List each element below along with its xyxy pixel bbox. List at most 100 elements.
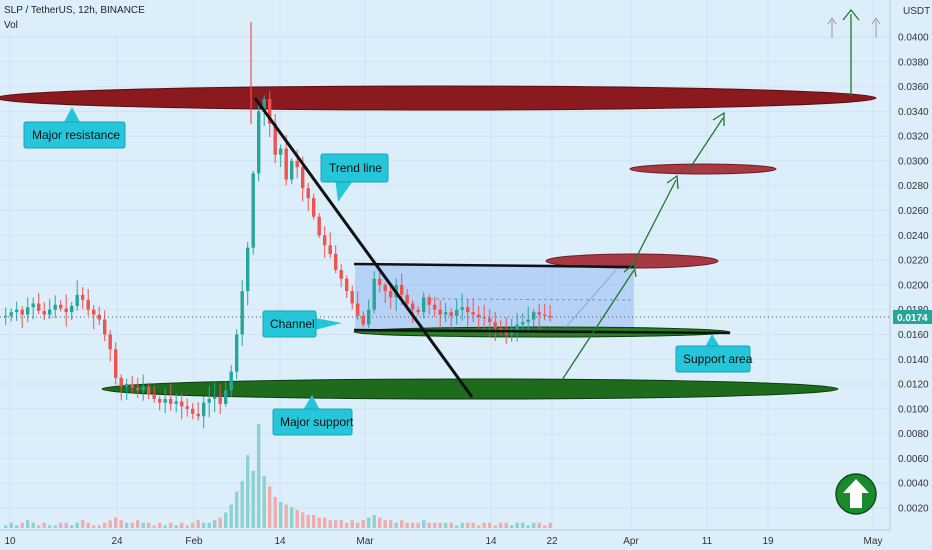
volume-bar <box>499 522 503 528</box>
volume-bar <box>312 515 316 528</box>
candle-body <box>20 309 24 315</box>
time-tick-label: Mar <box>356 536 374 547</box>
trend-line[interactable] <box>253 97 474 398</box>
candle-body <box>114 349 118 378</box>
candle-body <box>48 309 52 315</box>
candle-body <box>202 402 206 417</box>
time-tick-label: 19 <box>762 536 774 547</box>
candle-body <box>15 309 19 313</box>
candle-body <box>268 98 272 124</box>
arrow-to-resistance-2 <box>689 117 724 169</box>
candle-body <box>70 305 74 313</box>
volume-bar <box>372 515 376 528</box>
candle-body <box>246 247 250 292</box>
candle-body <box>235 334 239 372</box>
volume-bar <box>273 496 277 528</box>
price-tick-label: 0.0240 <box>898 231 929 242</box>
candle-body <box>273 123 277 155</box>
time-axis-bg <box>0 530 932 550</box>
time-tick-label: 11 <box>702 536 713 547</box>
callout-major-resistance[interactable]: Major resistance <box>23 107 126 149</box>
candle-body <box>532 312 536 320</box>
volume-bar <box>42 522 46 528</box>
arrow-head-2 <box>666 174 679 190</box>
candle-body <box>218 396 222 404</box>
candle-body <box>460 307 464 310</box>
volume-bar <box>246 455 250 528</box>
volume-bar <box>411 522 415 528</box>
price-tick-label: 0.0260 <box>898 206 929 217</box>
price-tick-label: 0.0220 <box>898 256 929 267</box>
candle-body <box>345 278 349 292</box>
arrow-to-resistance-1 <box>633 179 677 263</box>
channel-area <box>355 264 634 332</box>
volume-bar <box>75 522 79 528</box>
callout-channel[interactable]: Channel <box>262 310 342 338</box>
candle-body <box>207 398 211 403</box>
candle-body <box>482 317 486 319</box>
volume-bar <box>108 520 112 528</box>
candle-body <box>455 309 459 316</box>
candle-body <box>75 294 79 306</box>
candle-body <box>422 297 426 313</box>
volume-bar <box>31 522 35 528</box>
up-arrow-circle-icon <box>835 473 877 515</box>
chart-title: SLP / TetherUS, 12h, BINANCE <box>4 5 145 16</box>
volume-bar <box>251 470 255 528</box>
candle-body <box>389 291 393 298</box>
major-support-zone <box>101 378 839 400</box>
channel-bottom-line[interactable] <box>353 328 731 335</box>
price-tick-label: 0.0380 <box>898 57 929 68</box>
volume-bar <box>455 525 459 528</box>
candle-body <box>119 377 123 387</box>
volume-bar <box>268 486 272 528</box>
time-tick-label: 14 <box>274 536 286 547</box>
volume-bar <box>543 525 547 528</box>
volume-bar <box>196 520 200 528</box>
candle-body <box>295 160 299 168</box>
volume-bars <box>4 424 552 528</box>
candle-body <box>328 245 332 254</box>
volume-bar <box>295 509 299 528</box>
price-tick-label: 0.0360 <box>898 82 929 93</box>
candle-body <box>81 294 85 300</box>
volume-bar <box>64 522 68 528</box>
channel-projection <box>565 269 617 328</box>
current-price-value: 0.0174 <box>897 313 928 324</box>
volume-bar <box>59 522 63 528</box>
candle-body <box>224 390 228 404</box>
candle-body <box>361 315 365 325</box>
candle-body <box>26 307 30 315</box>
time-tick-label: Apr <box>623 536 639 547</box>
volume-bar <box>114 517 118 528</box>
price-tick-label: 0.0160 <box>898 330 929 341</box>
volume-bar <box>339 520 343 528</box>
volume-bar <box>92 525 96 528</box>
volume-bar <box>213 520 217 528</box>
callout-major-support[interactable]: Major support <box>272 395 354 436</box>
candle-body <box>383 284 387 292</box>
candle-body <box>477 314 481 318</box>
volume-bar <box>202 522 206 528</box>
candle-body <box>147 386 151 394</box>
resistance-zone-1 <box>629 163 777 175</box>
callout-support-area[interactable]: Support area <box>675 334 753 373</box>
candle-body <box>185 406 189 409</box>
volume-bar <box>433 522 437 528</box>
price-tick-label: 0.0100 <box>898 404 929 415</box>
callout-trend-line[interactable]: Trend line <box>320 153 389 202</box>
volume-bar <box>444 522 448 528</box>
currency-label: USDT <box>903 6 930 17</box>
candle-body <box>31 303 35 308</box>
candle-body <box>372 278 376 310</box>
channel-top-line[interactable] <box>353 262 635 269</box>
major-resistance-label: Major resistance <box>32 128 120 142</box>
volume-bar <box>81 520 85 528</box>
candle-body <box>378 278 382 285</box>
candle-body <box>174 401 178 404</box>
arrow-head-4 <box>842 8 860 21</box>
volume-bar <box>257 424 261 528</box>
volume-bar <box>20 522 24 528</box>
small-arrows <box>827 17 881 38</box>
